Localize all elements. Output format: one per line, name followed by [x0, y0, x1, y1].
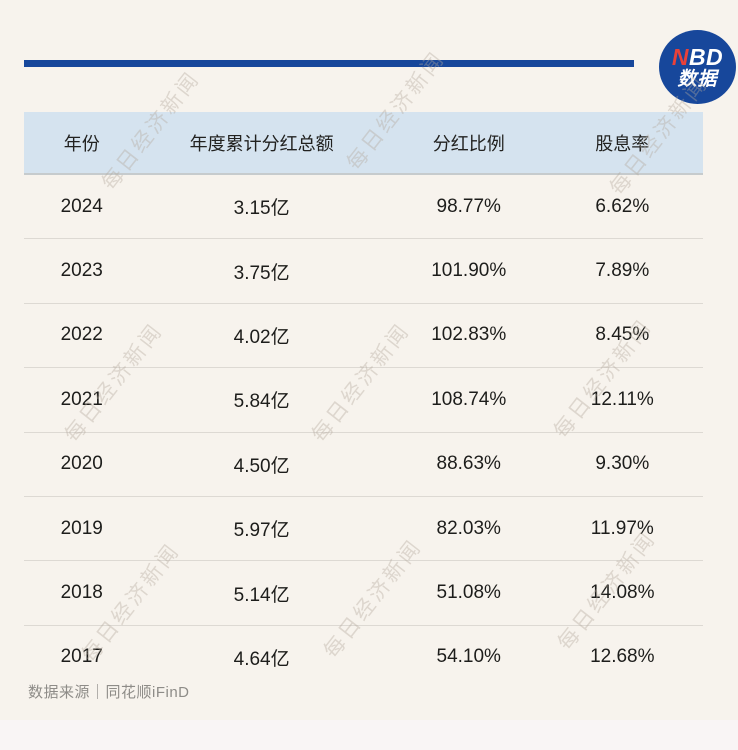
dividend-yield-cell: 9.30%	[595, 453, 650, 475]
dividend-total-cell: 5.97亿	[233, 520, 290, 542]
dividend-total-cell: 4.50亿	[233, 455, 290, 477]
brand-accent-line	[24, 60, 634, 67]
dividend-yield-cell: 7.89%	[595, 260, 650, 282]
dividend-yield-cell: 12.68%	[590, 646, 655, 668]
table-row: 2018 5.14亿 51.08% 14.08%	[24, 560, 703, 624]
nbd-logo-sublabel: 数据	[677, 68, 718, 90]
table-header-row: 年份 年度累计分红总额 分红比例 股息率	[24, 112, 703, 175]
dividend-yield-cell: 12.11%	[590, 388, 654, 410]
dividend-total-cell: 5.84亿	[233, 391, 290, 413]
table-row: 2022 4.02亿 102.83% 8.45%	[24, 302, 703, 367]
table-row: 2020 4.50亿 88.63% 9.30%	[24, 431, 703, 496]
payout-ratio-cell: 98.77%	[436, 195, 501, 217]
payout-ratio-cell: 102.83%	[431, 324, 507, 346]
payout-ratio-cell: 54.10%	[436, 646, 501, 668]
dividend-yield-cell: 8.45%	[595, 324, 650, 346]
nbd-logo-bd: BD	[688, 43, 724, 70]
dividend-total-cell: 3.75亿	[233, 262, 290, 284]
payout-ratio-cell: 108.74%	[431, 388, 507, 410]
dividend-yield-cell: 11.97%	[590, 517, 654, 539]
payout-ratio-cell: 88.63%	[436, 453, 501, 475]
payout-ratio-cell: 51.08%	[436, 582, 501, 604]
year-cell: 2024	[60, 195, 103, 217]
dividend-total-cell: 5.14亿	[233, 584, 290, 606]
column-header-year: 年份	[63, 133, 100, 154]
dividend-total-cell: 4.64亿	[233, 648, 290, 670]
payout-ratio-cell: 101.90%	[431, 260, 507, 282]
table-row: 2021 5.84亿 108.74% 12.11%	[24, 367, 703, 431]
dividend-yield-cell: 14.08%	[590, 582, 655, 604]
year-cell: 2023	[60, 260, 103, 282]
dividend-table: 年份 年度累计分红总额 分红比例 股息率 2024 3.15亿 98.77% 6…	[24, 112, 703, 689]
table-row: 2017 4.64亿 54.10% 12.68%	[24, 624, 703, 689]
year-cell: 2018	[60, 582, 103, 604]
dividend-total-cell: 4.02亿	[233, 326, 290, 348]
year-cell: 2022	[60, 324, 103, 346]
year-cell: 2017	[60, 646, 103, 668]
year-cell: 2021	[60, 388, 103, 410]
nbd-logo-n: N	[671, 43, 689, 70]
payout-ratio-cell: 82.03%	[436, 517, 501, 539]
dividend-yield-cell: 6.62%	[595, 195, 650, 217]
dividend-total-cell: 3.15亿	[233, 198, 290, 220]
year-cell: 2020	[60, 453, 103, 475]
column-header-payout-ratio: 分红比例	[432, 133, 505, 154]
bottom-strip	[0, 720, 738, 750]
nbd-logo-text: NBD	[671, 43, 724, 70]
table-row: 2024 3.15亿 98.77% 6.62%	[24, 175, 703, 238]
table-row: 2023 3.75亿 101.90% 7.89%	[24, 238, 703, 302]
column-header-dividend-yield: 股息率	[595, 133, 650, 154]
year-cell: 2019	[60, 517, 103, 539]
nbd-logo: NBD 数据	[659, 30, 736, 104]
table-row: 2019 5.97亿 82.03% 11.97%	[24, 495, 703, 560]
column-header-dividend-total: 年度累计分红总额	[189, 133, 334, 154]
data-source-note: 数据来源｜同花顺iFinD	[28, 684, 190, 701]
